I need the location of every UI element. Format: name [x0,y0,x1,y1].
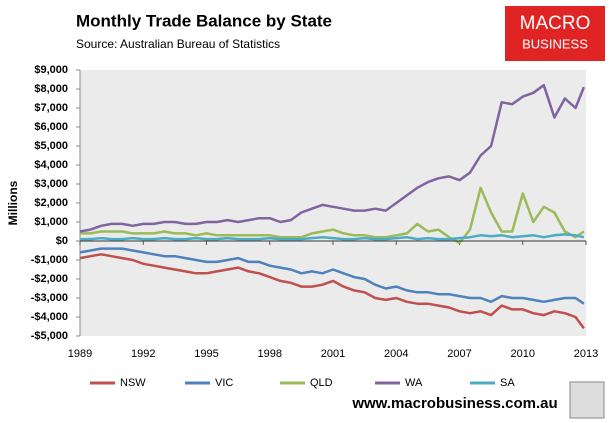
y-tick-label: -$1,000 [31,254,68,266]
legend-label: VIC [215,377,233,389]
x-tick-label: 2013 [574,348,598,360]
y-tick-label: -$2,000 [31,273,68,285]
website: www.macrobusiness.com.au [351,395,557,412]
logo-text: BUSINESS [522,36,588,51]
x-tick-label: 2004 [384,348,408,360]
y-tick-label: $4,000 [34,159,68,171]
series-line [80,186,585,245]
x-tick-label: 1995 [194,348,218,360]
logo-text: MACRO [520,13,591,34]
y-axis-label: Millions [6,180,20,225]
x-tick-label: 1989 [68,348,92,360]
series-line [80,233,585,241]
x-tick-label: 1992 [131,348,155,360]
legend-label: WA [405,377,423,389]
series-line [79,247,585,305]
plot-area [80,70,586,336]
y-tick-label: $1,000 [34,216,68,228]
y-tick-label: -$3,000 [31,292,68,304]
x-tick-label: 2007 [447,348,471,360]
y-tick-label: $5,000 [34,140,68,152]
x-tick-label: 1998 [258,348,282,360]
logo-icon [569,381,605,419]
legend-label: SA [500,377,515,389]
y-tick-label: -$5,000 [31,330,68,342]
y-tick-label: $2,000 [34,197,68,209]
y-tick-label: $6,000 [34,121,68,133]
x-tick-label: 2001 [321,348,345,360]
y-tick-label: -$4,000 [31,311,68,323]
series-line [79,253,585,330]
y-tick-label: $9,000 [34,64,68,76]
legend-label: NSW [120,377,146,389]
logo-box [505,6,605,61]
y-tick-label: $7,000 [34,102,68,114]
y-tick-label: $8,000 [34,83,68,95]
legend-label: QLD [310,377,333,389]
y-tick-label: $3,000 [34,178,68,190]
series-line [79,83,586,233]
chart-subtitle: Source: Australian Bureau of Statistics [76,37,280,51]
y-tick-label: $0 [56,235,68,247]
x-tick-label: 2010 [511,348,535,360]
chart-title: Monthly Trade Balance by State [76,11,332,30]
